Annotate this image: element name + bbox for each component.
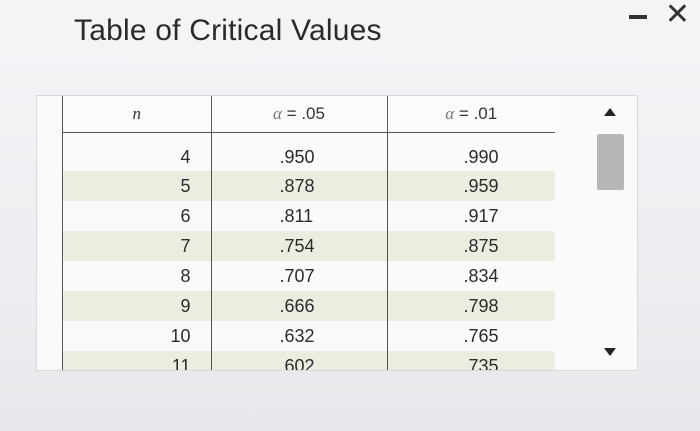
cell-n: 9 bbox=[63, 291, 211, 321]
cell-alpha-01: .917 bbox=[386, 201, 555, 231]
table-row: 10 .632 .765 bbox=[63, 321, 555, 351]
window-controls: ✕ bbox=[628, 0, 690, 31]
table-row: 11 .602 .735 bbox=[63, 351, 555, 370]
cell-alpha-05: .878 bbox=[210, 171, 387, 201]
header-n: n bbox=[63, 96, 211, 133]
close-icon[interactable]: ✕ bbox=[664, 0, 690, 31]
cell-alpha-01: .990 bbox=[386, 132, 555, 171]
cell-alpha-05: .602 bbox=[210, 351, 387, 370]
cell-n: 11 bbox=[63, 351, 211, 370]
critical-values-table: n α = .05 α = .01 4 .950 .990 5 .878 .95… bbox=[63, 96, 555, 370]
cell-alpha-01: .735 bbox=[386, 351, 555, 370]
header-alpha-01: α = .01 bbox=[386, 96, 555, 133]
cell-alpha-01: .875 bbox=[386, 231, 555, 261]
cell-alpha-05: .754 bbox=[210, 231, 387, 261]
cell-alpha-05: .950 bbox=[210, 132, 387, 171]
table-row: 5 .878 .959 bbox=[63, 171, 555, 201]
cell-alpha-01: .765 bbox=[386, 321, 555, 351]
cell-n: 7 bbox=[63, 231, 211, 261]
cell-alpha-05: .707 bbox=[210, 261, 387, 291]
cell-alpha-01: .959 bbox=[386, 171, 555, 201]
cell-n: 10 bbox=[170, 325, 191, 346]
minimize-icon[interactable] bbox=[628, 15, 647, 19]
critical-values-table-viewport[interactable]: n α = .05 α = .01 4 .950 .990 5 .878 .95… bbox=[62, 96, 555, 370]
vertical-scrollbar[interactable] bbox=[595, 96, 629, 370]
table-row: 7 .754 .875 bbox=[63, 231, 555, 261]
table-row: 4 .950 .990 bbox=[63, 132, 555, 171]
scroll-up-arrow-icon[interactable] bbox=[604, 108, 616, 116]
scroll-down-arrow-icon[interactable] bbox=[604, 348, 616, 356]
cell-n: 6 bbox=[180, 205, 191, 226]
table-row: 6 .811 .917 bbox=[63, 201, 555, 231]
header-alpha-05: α = .05 bbox=[210, 96, 387, 133]
table-header-row: n α = .05 α = .01 bbox=[63, 96, 555, 133]
scrollbar-thumb[interactable] bbox=[597, 134, 624, 190]
cell-n: 4 bbox=[180, 146, 191, 167]
cell-alpha-01: .798 bbox=[386, 291, 555, 321]
cell-alpha-05: .632 bbox=[210, 321, 387, 351]
table-row: 9 .666 .798 bbox=[63, 291, 555, 321]
cell-alpha-01: .834 bbox=[386, 261, 555, 291]
cell-alpha-05: .666 bbox=[210, 291, 387, 321]
cell-n: 8 bbox=[180, 265, 191, 286]
page-title: Table of Critical Values bbox=[74, 14, 382, 47]
cell-alpha-05: .811 bbox=[210, 201, 387, 231]
table-row: 8 .707 .834 bbox=[63, 261, 555, 291]
cell-n: 5 bbox=[63, 171, 211, 201]
